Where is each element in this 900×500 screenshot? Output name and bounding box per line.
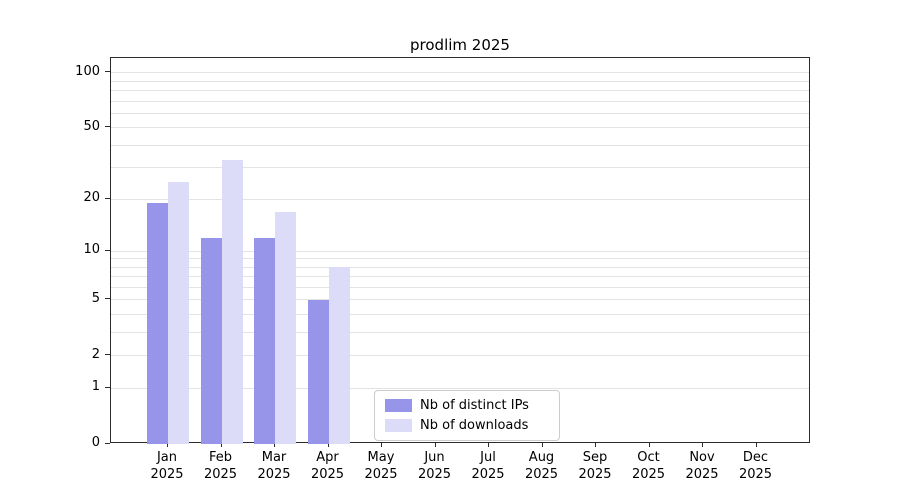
gridline [111, 80, 809, 82]
x-tick-mark [274, 443, 275, 447]
gridline [111, 331, 809, 333]
y-tick-mark [105, 249, 110, 251]
y-tick-label: 2 [91, 346, 100, 362]
gridline [111, 144, 809, 146]
y-tick-label: 20 [83, 190, 100, 206]
y-tick-label: 50 [83, 118, 100, 134]
y-tick-mark [105, 71, 110, 73]
y-tick-mark [105, 126, 110, 128]
x-tick-label: Jan 2025 [150, 450, 184, 482]
y-tick-mark [105, 442, 110, 444]
gridline [111, 127, 809, 129]
plot-area: Nb of distinct IPs Nb of downloads [110, 57, 810, 444]
gridline [111, 286, 809, 288]
x-tick-mark [167, 443, 168, 447]
legend-entry-distinct-ips: Nb of distinct IPs [385, 398, 549, 413]
x-tick-label: Jun 2025 [417, 450, 452, 482]
gridline [111, 72, 809, 74]
y-tick-mark [105, 354, 110, 356]
gridline [111, 90, 809, 92]
gridline [111, 258, 809, 260]
gridline [111, 198, 809, 200]
x-tick-mark [702, 443, 703, 447]
y-tick-mark [105, 298, 110, 300]
chart-title: prodlim 2025 [410, 36, 510, 54]
x-tick-label: Apr 2025 [310, 450, 345, 482]
x-tick-label: Nov 2025 [685, 450, 719, 482]
legend-swatch-distinct-ips [385, 399, 412, 412]
y-tick-label: 5 [91, 290, 100, 306]
gridline [111, 314, 809, 316]
x-tick-label: Dec 2025 [738, 450, 773, 482]
x-tick-mark [381, 443, 382, 447]
x-tick-label: Mar 2025 [257, 450, 291, 482]
legend-label-downloads: Nb of downloads [420, 418, 529, 433]
y-tick-mark [105, 197, 110, 199]
bar-downloads [275, 211, 296, 444]
x-tick-label: May 2025 [364, 450, 398, 482]
legend-label-distinct-ips: Nb of distinct IPs [420, 398, 529, 413]
gridline [111, 112, 809, 114]
gridline [111, 355, 809, 357]
bar-downloads [328, 267, 350, 444]
x-tick-label: Feb 2025 [203, 450, 238, 482]
x-tick-label: Jul 2025 [471, 450, 505, 482]
y-tick-label: 0 [91, 435, 100, 450]
x-tick-mark [220, 443, 222, 447]
x-tick-mark [434, 443, 436, 447]
x-tick-mark [648, 443, 650, 447]
bar-distinct-ips [307, 299, 329, 444]
bar-downloads [168, 181, 189, 444]
x-tick-mark [327, 443, 329, 447]
y-tick-label: 1 [91, 379, 100, 395]
x-tick-mark [541, 443, 543, 447]
gridline [111, 299, 809, 301]
gridline [111, 387, 809, 389]
gridline [111, 167, 809, 169]
y-tick-label: 10 [83, 242, 100, 258]
gridline [111, 266, 809, 268]
bar-downloads [221, 160, 243, 444]
x-tick-label: Aug 2025 [524, 450, 559, 482]
bar-distinct-ips [254, 237, 275, 444]
legend-swatch-downloads [385, 419, 412, 432]
x-tick-mark [755, 443, 757, 447]
y-tick-mark [105, 386, 110, 388]
bar-distinct-ips [200, 237, 222, 444]
gridline [111, 100, 809, 102]
legend-entry-downloads: Nb of downloads [385, 418, 549, 433]
y-tick-label: 100 [75, 63, 100, 79]
x-tick-mark [488, 443, 489, 447]
legend: Nb of distinct IPs Nb of downloads [374, 390, 560, 441]
x-tick-mark [595, 443, 596, 447]
x-tick-label: Sep 2025 [578, 450, 612, 482]
x-tick-label: Oct 2025 [631, 450, 666, 482]
gridline [111, 250, 809, 252]
gridline [111, 276, 809, 278]
bar-distinct-ips [147, 203, 168, 444]
